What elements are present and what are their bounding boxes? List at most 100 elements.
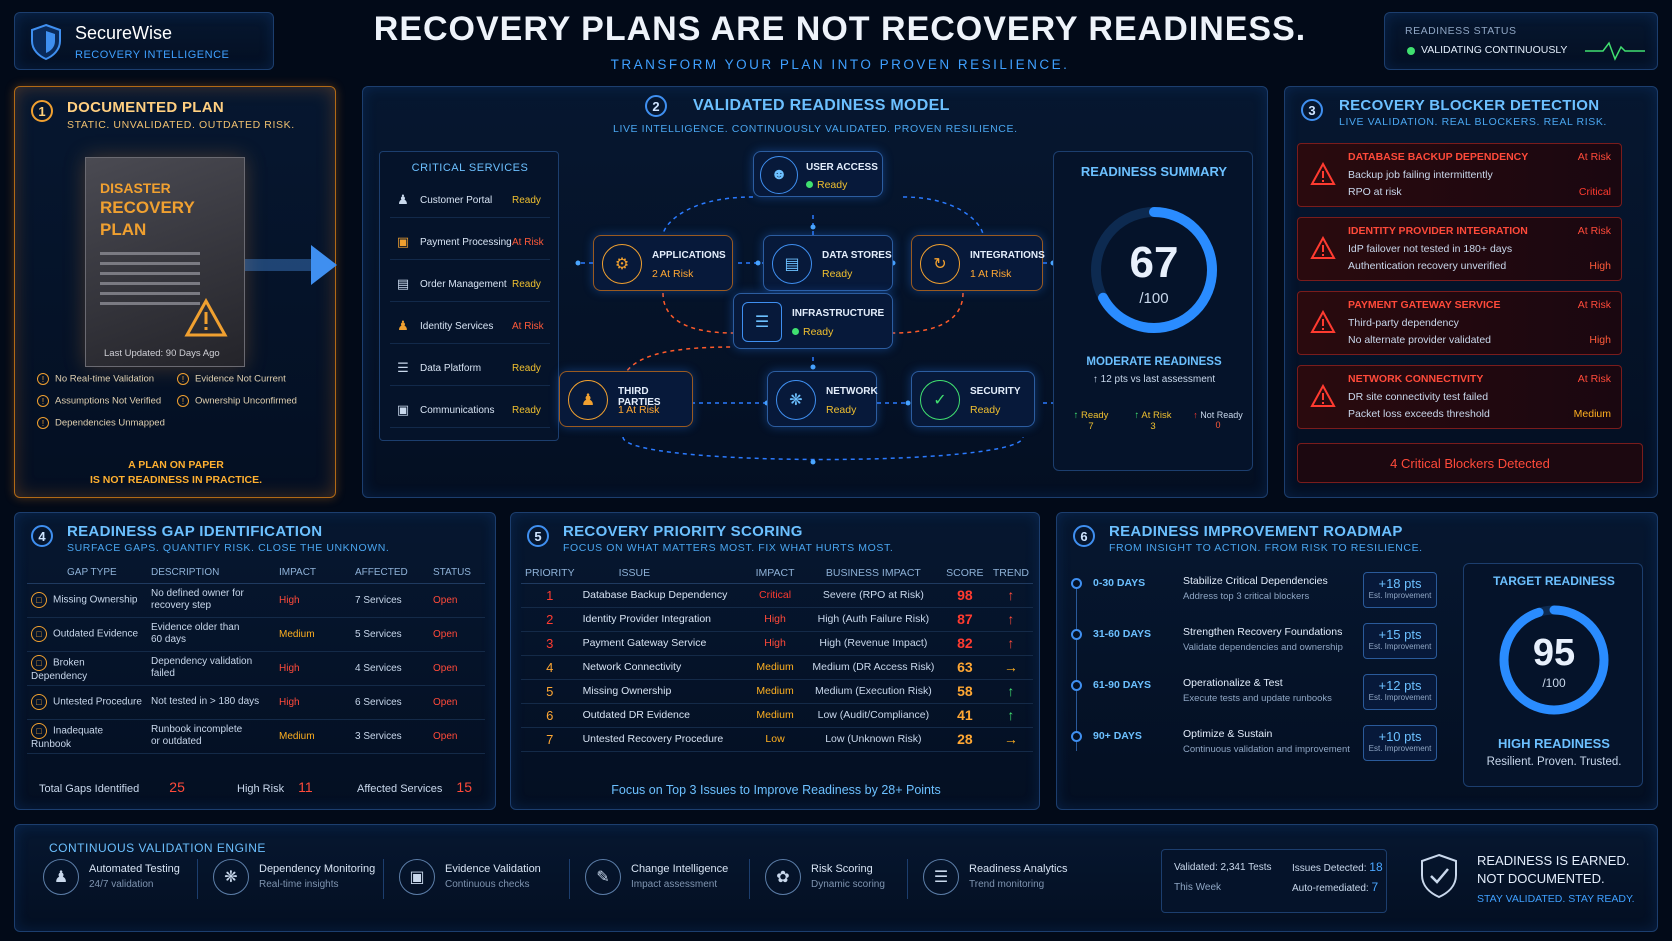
engine-item[interactable]: ♟ Automated Testing 24/7 validation <box>43 859 213 901</box>
alert-icon: ! <box>177 395 189 407</box>
panel-title: VALIDATED READINESS MODEL <box>693 97 950 114</box>
panel-title: READINESS IMPROVEMENT ROADMAP <box>1109 523 1403 540</box>
tagline-3: STAY VALIDATED. STAY READY. <box>1477 893 1635 905</box>
blocker-card[interactable]: NETWORK CONNECTIVITY DR site connectivit… <box>1297 365 1622 429</box>
phase-period: 31-60 DAYS <box>1093 628 1151 640</box>
service-name: Order Management <box>420 279 507 290</box>
col-header: BUSINESS IMPACT <box>805 563 941 584</box>
node-data-stores[interactable]: ▤ DATA STORES Ready <box>763 235 893 291</box>
brand-name: SecureWise <box>75 23 173 43</box>
engine-item-title: Risk Scoring <box>811 863 873 875</box>
engine-item[interactable]: ✿ Risk Scoring Dynamic scoring <box>765 859 935 901</box>
blocker-severity: High <box>1589 334 1611 346</box>
service-name: Customer Portal <box>420 195 493 206</box>
engine-item[interactable]: ✎ Change Intelligence Impact assessment <box>585 859 755 901</box>
gap-affected: 3 Services <box>351 719 429 754</box>
table-row[interactable]: □ Outdated Evidence Evidence older than 60… <box>27 617 485 652</box>
node-applications[interactable]: ⚙ APPLICATIONS 2 At Risk <box>593 235 733 291</box>
gap-description: Evidence older than 60 days <box>147 617 275 652</box>
service-status: At Risk <box>512 237 544 248</box>
phase-points-badge: +15 pts Est. Improvement <box>1363 623 1437 659</box>
shield-check-icon <box>1421 853 1457 899</box>
roadmap-phase[interactable]: 31-60 DAYS Strengthen Recovery Foundatio… <box>1071 620 1437 666</box>
priority-rank: 2 <box>521 607 579 632</box>
table-row[interactable]: 6 Outdated DR Evidence Medium Low (Audit… <box>521 703 1033 728</box>
priority-issue: Network Connectivity <box>578 655 745 680</box>
phase-points: +10 pts <box>1378 729 1422 744</box>
plan-issues: ! No Real-time Validation ! Evidence Not C… <box>37 373 327 443</box>
table-row[interactable]: □ Untested Procedure Not tested in > 180 … <box>27 685 485 720</box>
table-row[interactable]: 5 Missing Ownership Medium Medium (Execu… <box>521 679 1033 704</box>
table-row[interactable]: 7 Untested Recovery Procedure Low Low (U… <box>521 727 1033 752</box>
table-row[interactable]: □ Missing Ownership No defined owner for r… <box>27 583 485 618</box>
document-check-icon: ▣ <box>399 859 435 895</box>
service-item[interactable]: ▣ Communications Ready <box>390 396 550 428</box>
gap-type: Outdated Evidence <box>53 628 139 640</box>
blocker-card[interactable]: IDENTITY PROVIDER INTEGRATION IdP failov… <box>1297 217 1622 281</box>
priority-rank: 6 <box>521 703 579 728</box>
node-status-text: Ready <box>817 179 848 191</box>
engine-item-title: Readiness Analytics <box>969 863 1068 875</box>
table-row[interactable]: □ Inadequate Runbook Runbook incomplete or… <box>27 719 485 754</box>
priority-scoring-panel: 5 RECOVERY PRIORITY SCORING FOCUS ON WHA… <box>510 512 1040 810</box>
engine-item-title: Change Intelligence <box>631 863 729 875</box>
node-user-access[interactable]: ☻ USER ACCESS Ready <box>753 151 883 197</box>
roadmap-phase[interactable]: 61-90 DAYS Operationalize & Test Execute… <box>1071 671 1437 717</box>
priority-issue: Untested Recovery Procedure <box>578 727 745 752</box>
service-item[interactable]: ♟ Customer Portal Ready <box>390 186 550 218</box>
blocker-card[interactable]: DATABASE BACKUP DEPENDENCY Backup job fa… <box>1297 143 1622 207</box>
blocker-card[interactable]: PAYMENT GATEWAY SERVICE Third-party depe… <box>1297 291 1622 355</box>
panel-subtitle: LIVE VALIDATION. REAL BLOCKERS. REAL RIS… <box>1339 116 1607 128</box>
gap-icon: □ <box>31 592 47 608</box>
engine-item-title: Automated Testing <box>89 863 180 875</box>
roadmap-phase[interactable]: 90+ DAYS Optimize & Sustain Continuous v… <box>1071 722 1437 768</box>
gap-icon: □ <box>31 626 47 642</box>
plan-document: DISASTER RECOVERY PLAN Last Updated: 90 … <box>85 157 245 367</box>
engine-item-sub: Dynamic scoring <box>811 879 885 890</box>
table-row[interactable]: 2 Identity Provider Integration High Hig… <box>521 607 1033 632</box>
blocker-title: NETWORK CONNECTIVITY <box>1348 373 1484 385</box>
node-network[interactable]: ❋ NETWORK Ready <box>767 371 878 427</box>
auto-remediated: Auto-remediated: 7 <box>1292 880 1378 894</box>
gap-desc-2: or outdated <box>151 736 202 747</box>
service-item[interactable]: ☰ Data Platform Ready <box>390 354 550 386</box>
node-status: Ready <box>806 179 847 191</box>
engine-item[interactable]: ☰ Readiness Analytics Trend monitoring <box>923 859 1093 901</box>
issue-text: No Real-time Validation <box>55 373 155 385</box>
phase-description: Continuous validation and improvement <box>1183 744 1350 755</box>
table-row[interactable]: 1 Database Backup Dependency Critical Se… <box>521 583 1033 608</box>
doc-title-1: DISASTER <box>100 180 171 196</box>
gap-affected: 7 Services <box>351 583 429 618</box>
service-name: Communications <box>420 405 495 416</box>
engine-item[interactable]: ❋ Dependency Monitoring Real-time insigh… <box>213 859 383 901</box>
service-icon: ▣ <box>396 402 410 417</box>
target-gauge <box>1499 605 1609 715</box>
doc-lines <box>100 252 200 312</box>
table-row[interactable]: 4 Network Connectivity Medium Medium (DR… <box>521 655 1033 680</box>
priority-score: 28 <box>940 727 989 752</box>
priority-trend: ↑ <box>988 679 1033 704</box>
readiness-gauge <box>1091 207 1217 333</box>
gap-type: Missing Ownership <box>53 594 138 606</box>
blocker-severity: Medium <box>1573 408 1611 420</box>
priority-score: 98 <box>940 583 989 608</box>
service-item[interactable]: ▤ Order Management Ready <box>390 270 550 302</box>
node-infrastructure[interactable]: ☰ INFRASTRUCTURE Ready <box>733 293 893 349</box>
node-third-parties[interactable]: ♟ THIRD PARTIES 1 At Risk <box>559 371 693 427</box>
table-row[interactable]: 3 Payment Gateway Service High High (Rev… <box>521 631 1033 656</box>
alert-icon: ! <box>177 373 189 385</box>
node-security[interactable]: ✓ SECURITY Ready <box>911 371 1035 427</box>
table-row[interactable]: □ Broken Dependency Dependency validation… <box>27 651 485 686</box>
node-integrations[interactable]: ↻ INTEGRATIONS 1 At Risk <box>911 235 1045 291</box>
priority-trend: ↑ <box>988 607 1033 632</box>
col-header: STATUS <box>429 563 485 584</box>
priority-score: 63 <box>940 655 989 680</box>
engine-divider <box>569 859 570 899</box>
service-item[interactable]: ♟ Identity Services At Risk <box>390 312 550 344</box>
blockers-footer[interactable]: 4 Critical Blockers Detected <box>1297 443 1643 483</box>
roadmap-phase[interactable]: 0-30 DAYS Stabilize Critical Dependencie… <box>1071 569 1437 615</box>
gaps-affected: Affected Services 15 <box>357 779 472 795</box>
engine-divider <box>197 859 198 899</box>
engine-item[interactable]: ▣ Evidence Validation Continuous checks <box>399 859 569 901</box>
service-item[interactable]: ▣ Payment Processing At Risk <box>390 228 550 260</box>
